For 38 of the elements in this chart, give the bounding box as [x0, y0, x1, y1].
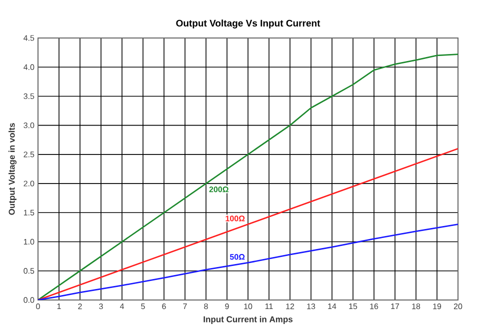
x-tick-label: 17 [391, 304, 400, 310]
x-tick-label: 12 [286, 304, 294, 310]
y-tick-label: 3.0 [24, 122, 34, 128]
y-axis-title: Output Voltage in volts [8, 123, 16, 215]
x-axis-title: Input Current in Amps [204, 316, 293, 324]
y-tick-label: 0.5 [24, 268, 34, 274]
x-tick-label: 9 [225, 304, 229, 310]
x-tick-label: 14 [328, 304, 336, 310]
chart-title: Output Voltage Vs Input Current [176, 20, 320, 28]
y-tick-label: 3.5 [24, 93, 34, 100]
x-tick-label: 19 [433, 304, 442, 310]
x-tick-label: 0 [36, 304, 40, 310]
x-tick-label: 16 [370, 304, 378, 310]
y-tick-label: 4.5 [24, 35, 34, 41]
series-label: 200Ω [209, 186, 228, 192]
y-tick-label: 4.0 [24, 64, 34, 70]
series-label: 100Ω [226, 216, 245, 222]
x-tick-label: 20 [454, 304, 462, 310]
x-tick-label: 4 [120, 304, 124, 310]
y-tick-label: 1.0 [24, 238, 34, 245]
x-tick-label: 10 [244, 304, 252, 310]
series-label: 50Ω [230, 254, 245, 260]
x-tick-label: 7 [183, 304, 187, 310]
x-tick-label: 1 [57, 304, 61, 310]
x-tick-label: 13 [307, 304, 316, 310]
x-tick-label: 8 [204, 304, 208, 310]
x-tick-label: 18 [412, 304, 420, 310]
x-tick-label: 3 [99, 304, 103, 310]
y-tick-label: 2.0 [24, 180, 34, 186]
x-tick-label: 6 [162, 304, 166, 310]
x-tick-label: 11 [265, 304, 273, 310]
y-tick-label: 0.0 [24, 297, 34, 303]
x-tick-label: 5 [141, 304, 145, 310]
y-tick-label: 2.5 [24, 152, 34, 158]
line-series [38, 224, 458, 300]
x-tick-label: 15 [349, 304, 358, 310]
x-tick-label: 2 [78, 304, 82, 310]
y-tick-label: 1.5 [24, 210, 34, 216]
